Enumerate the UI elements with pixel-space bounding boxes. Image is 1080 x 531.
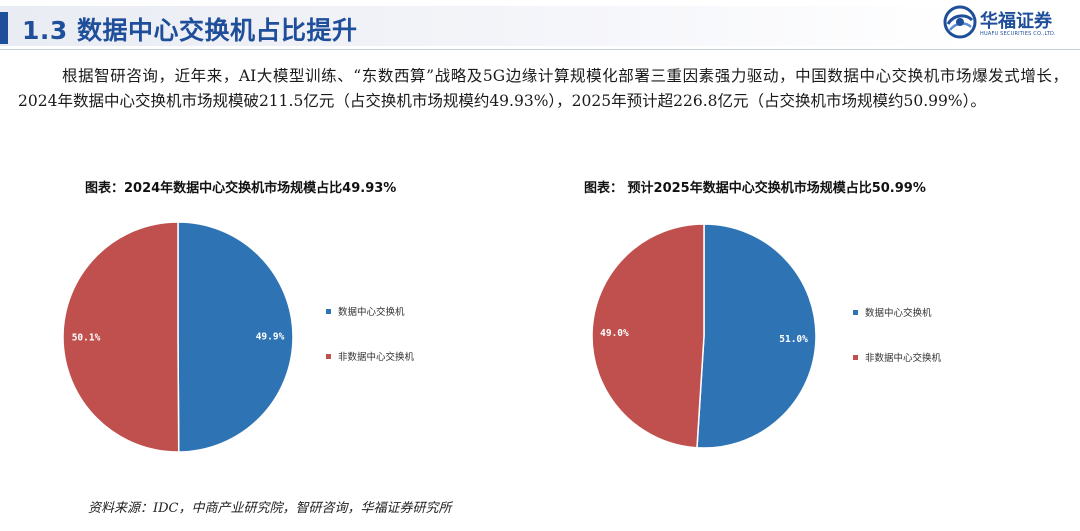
title-bar <box>0 6 970 46</box>
pie-data-label: 49.9% <box>256 332 285 343</box>
legend-2024: 数据中心交换机 非数据中心交换机 <box>326 304 466 394</box>
legend-item: 非数据中心交换机 <box>853 350 993 395</box>
legend-label: 数据中心交换机 <box>338 307 405 318</box>
pie-data-label: 49.0% <box>600 328 629 339</box>
logo-mark-icon <box>943 5 977 39</box>
logo-chinese-name: 华福证券 <box>980 11 1052 32</box>
legend-marker <box>853 310 858 315</box>
legend-label: 非数据中心交换机 <box>338 352 415 363</box>
legend-marker <box>853 355 858 360</box>
legend-item: 数据中心交换机 <box>326 304 466 349</box>
pie-slice-data-center <box>177 221 294 453</box>
legend-marker <box>326 354 331 359</box>
pie-chart-2024: 49.9% 50.1% <box>62 221 294 453</box>
body-paragraph: 根据智研咨询，近年来，AI大模型训练、“东数西算”战略及5G边缘计算规模化部署三… <box>18 67 1068 110</box>
pie-data-label: 51.0% <box>779 334 808 345</box>
legend-label: 数据中心交换机 <box>865 308 932 319</box>
page-title: 1.3 数据中心交换机占比提升 <box>22 16 358 45</box>
header-divider <box>0 49 1080 50</box>
title-accent <box>0 12 8 44</box>
logo-english-name: HUAFU SECURITIES CO.,LTD. <box>980 31 1056 37</box>
pie-slice-non-data-center <box>591 223 705 449</box>
pie-slice-non-data-center <box>62 221 180 453</box>
legend-2025: 数据中心交换机 非数据中心交换机 <box>853 305 993 395</box>
header: 1.3 数据中心交换机占比提升 华福证券 HUAFU SECURITIES CO… <box>0 0 1080 50</box>
legend-item: 非数据中心交换机 <box>326 349 466 394</box>
company-logo: 华福证券 HUAFU SECURITIES CO.,LTD. <box>942 4 1074 44</box>
legend-label: 非数据中心交换机 <box>865 353 942 364</box>
legend-item: 数据中心交换机 <box>853 305 993 350</box>
legend-marker <box>326 309 331 314</box>
pie-data-label: 50.1% <box>72 332 101 343</box>
pie-chart-2025: 51.0% 49.0% <box>591 223 817 449</box>
chart-title-2025: 图表： 预计2025年数据中心交换机市场规模占比50.99% <box>584 181 926 196</box>
pie-slice-data-center <box>696 223 817 449</box>
source-note: 资料来源：IDC，中商产业研究院，智研咨询，华福证券研究所 <box>88 501 452 516</box>
chart-title-2024: 图表：2024年数据中心交换机市场规模占比49.93% <box>85 181 397 196</box>
